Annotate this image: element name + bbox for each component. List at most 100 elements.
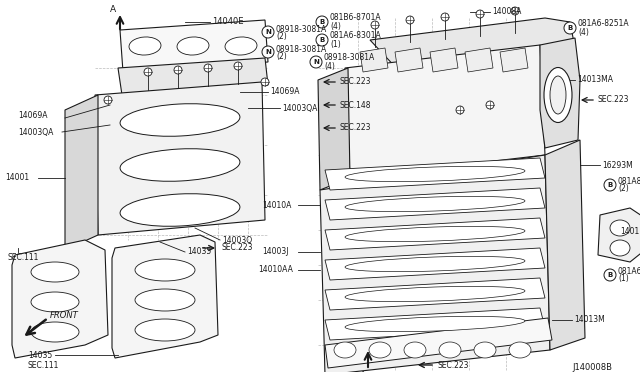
Text: SEC.223: SEC.223 bbox=[438, 360, 470, 369]
Circle shape bbox=[262, 26, 274, 38]
Text: 14001: 14001 bbox=[5, 173, 29, 183]
Ellipse shape bbox=[135, 289, 195, 311]
Ellipse shape bbox=[345, 286, 525, 302]
Text: 16293M: 16293M bbox=[602, 160, 633, 170]
Circle shape bbox=[486, 101, 494, 109]
Text: J140008B: J140008B bbox=[572, 363, 612, 372]
Text: 081A6-B251A: 081A6-B251A bbox=[618, 266, 640, 276]
Ellipse shape bbox=[120, 149, 240, 181]
Polygon shape bbox=[545, 140, 585, 350]
Ellipse shape bbox=[404, 342, 426, 358]
Circle shape bbox=[144, 68, 152, 76]
Polygon shape bbox=[325, 318, 552, 368]
Circle shape bbox=[406, 16, 414, 24]
Ellipse shape bbox=[31, 322, 79, 342]
Text: 14069A: 14069A bbox=[270, 87, 300, 96]
Polygon shape bbox=[325, 278, 545, 310]
Text: SEC.111: SEC.111 bbox=[8, 253, 40, 263]
Polygon shape bbox=[325, 158, 545, 190]
Ellipse shape bbox=[31, 262, 79, 282]
Circle shape bbox=[511, 7, 519, 15]
Text: (4): (4) bbox=[324, 61, 335, 71]
Polygon shape bbox=[325, 248, 545, 280]
Ellipse shape bbox=[509, 342, 531, 358]
Circle shape bbox=[456, 106, 464, 114]
Ellipse shape bbox=[345, 256, 525, 272]
Circle shape bbox=[564, 22, 576, 34]
Ellipse shape bbox=[135, 259, 195, 281]
Ellipse shape bbox=[610, 220, 630, 236]
Text: 14010A: 14010A bbox=[262, 201, 291, 209]
Text: 081B6-8701A: 081B6-8701A bbox=[330, 13, 381, 22]
Polygon shape bbox=[95, 82, 265, 235]
Text: 14035: 14035 bbox=[187, 247, 211, 257]
Polygon shape bbox=[325, 308, 545, 340]
Text: B: B bbox=[319, 19, 324, 25]
Polygon shape bbox=[598, 208, 640, 262]
Circle shape bbox=[604, 269, 616, 281]
Text: (1): (1) bbox=[618, 275, 628, 283]
Text: 14003J: 14003J bbox=[262, 247, 289, 257]
Text: 08918-3081A: 08918-3081A bbox=[276, 25, 327, 33]
Polygon shape bbox=[112, 235, 218, 358]
Ellipse shape bbox=[225, 37, 257, 55]
Text: 14010AA: 14010AA bbox=[258, 266, 293, 275]
Polygon shape bbox=[465, 48, 493, 72]
Text: (2): (2) bbox=[276, 32, 287, 42]
Circle shape bbox=[234, 62, 242, 70]
Polygon shape bbox=[325, 188, 545, 220]
Text: A: A bbox=[360, 371, 366, 372]
Text: 14013MA: 14013MA bbox=[577, 76, 613, 84]
Text: 081A8-6121A: 081A8-6121A bbox=[618, 176, 640, 186]
Text: 14040E: 14040E bbox=[212, 17, 243, 26]
Text: 14003QA: 14003QA bbox=[18, 128, 53, 137]
Text: SEC.223: SEC.223 bbox=[222, 244, 253, 253]
Circle shape bbox=[371, 21, 379, 29]
Text: 08918-3081A: 08918-3081A bbox=[324, 54, 375, 62]
Ellipse shape bbox=[474, 342, 496, 358]
Text: B: B bbox=[607, 182, 612, 188]
Text: (2): (2) bbox=[276, 52, 287, 61]
Text: FRONT: FRONT bbox=[50, 311, 79, 321]
Circle shape bbox=[262, 46, 274, 58]
Text: B: B bbox=[319, 37, 324, 43]
Ellipse shape bbox=[177, 37, 209, 55]
Ellipse shape bbox=[345, 166, 525, 182]
Text: 14013M: 14013M bbox=[574, 315, 605, 324]
Text: N: N bbox=[265, 29, 271, 35]
Text: SEC.223: SEC.223 bbox=[598, 96, 630, 105]
Text: 14003QA: 14003QA bbox=[282, 103, 317, 112]
Ellipse shape bbox=[31, 292, 79, 312]
Circle shape bbox=[261, 78, 269, 86]
Polygon shape bbox=[500, 48, 528, 72]
Polygon shape bbox=[65, 95, 98, 250]
Text: SEC.148: SEC.148 bbox=[340, 100, 371, 109]
Text: (4): (4) bbox=[330, 22, 341, 31]
Text: N: N bbox=[265, 49, 271, 55]
Text: 08918-3081A: 08918-3081A bbox=[276, 45, 327, 54]
Text: (4): (4) bbox=[578, 28, 589, 36]
Text: SEC.223: SEC.223 bbox=[340, 77, 371, 87]
Text: B: B bbox=[607, 272, 612, 278]
Polygon shape bbox=[395, 48, 423, 72]
Circle shape bbox=[316, 34, 328, 46]
Polygon shape bbox=[320, 155, 550, 372]
Ellipse shape bbox=[544, 67, 572, 122]
Circle shape bbox=[441, 13, 449, 21]
Polygon shape bbox=[325, 218, 545, 250]
Circle shape bbox=[604, 179, 616, 191]
Polygon shape bbox=[430, 48, 458, 72]
Polygon shape bbox=[12, 240, 108, 358]
Text: SEC.223: SEC.223 bbox=[340, 124, 371, 132]
Text: A: A bbox=[110, 6, 116, 15]
Ellipse shape bbox=[120, 194, 240, 226]
Ellipse shape bbox=[439, 342, 461, 358]
Circle shape bbox=[204, 64, 212, 72]
Text: (2): (2) bbox=[618, 185, 628, 193]
Text: SEC.111: SEC.111 bbox=[28, 360, 60, 369]
Polygon shape bbox=[120, 20, 268, 72]
Circle shape bbox=[104, 96, 112, 104]
Text: 14008A: 14008A bbox=[492, 7, 522, 16]
Text: 081A6-8251A: 081A6-8251A bbox=[578, 19, 630, 29]
Polygon shape bbox=[118, 58, 268, 95]
